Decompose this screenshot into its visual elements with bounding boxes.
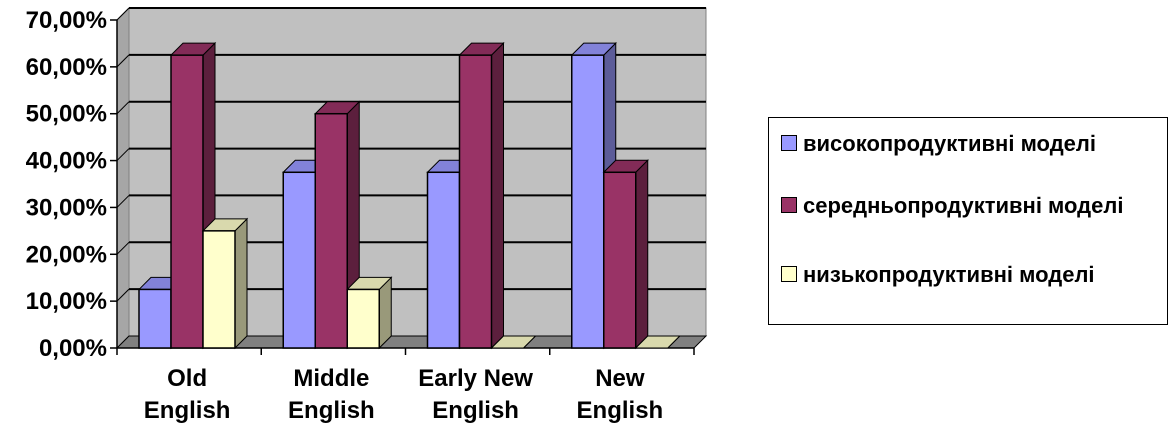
gridline-side [116, 195, 130, 208]
y-tick-label: 10,00% [26, 288, 107, 315]
legend-item-medium: середньопродуктивні моделі [781, 192, 1163, 220]
gridline-side [116, 148, 130, 161]
legend-label-high: високопродуктивні моделі [803, 131, 1096, 156]
bar-side [234, 217, 248, 350]
legend-item-high: високопродуктивні моделі [781, 130, 1163, 158]
bar-chart: 0,00% 10,00% 20,00% 30,00% 40,00% 50,00% 60,00… [26, 6, 708, 423]
bar [603, 171, 637, 349]
gridline-side [116, 54, 130, 68]
x-category-label: English [144, 397, 231, 423]
y-tick-label: 0,00% [39, 335, 107, 362]
legend-swatch-high [781, 135, 797, 151]
y-tick-label: 40,00% [26, 148, 107, 175]
legend-swatch-medium [781, 197, 797, 213]
x-category-label: Old [167, 365, 207, 392]
x-category-label: Middle [293, 365, 369, 392]
bar [138, 288, 172, 349]
bar [426, 171, 461, 349]
legend-item-low: низькопродуктивні моделі [781, 261, 1163, 289]
bar [282, 171, 316, 349]
bar-top [490, 335, 537, 349]
chart-side-wall [116, 6, 130, 350]
legend-swatch-low [781, 266, 797, 282]
gridline-side [116, 101, 130, 115]
bar [314, 112, 348, 349]
bar [170, 54, 204, 349]
bar-top [634, 335, 681, 349]
bar [458, 54, 493, 349]
x-category-label: English [288, 397, 375, 423]
y-tick-label: 20,00% [26, 241, 107, 268]
legend-label-medium: середньопродуктивні моделі [803, 193, 1124, 218]
gridline-side [116, 288, 130, 302]
bar [346, 288, 380, 349]
y-tick-label: 70,00% [26, 7, 107, 34]
x-category-label: English [432, 397, 519, 423]
bar [202, 230, 236, 349]
gridline-side [116, 241, 130, 255]
y-tick-label: 60,00% [26, 54, 107, 81]
bar-side [635, 159, 649, 350]
chart-legend: високопродуктивні моделі середньопродукт… [768, 117, 1168, 325]
gridline-side [116, 7, 130, 21]
bar [571, 54, 605, 349]
y-tick-label: 50,00% [26, 101, 107, 128]
legend-label-low: низькопродуктивні моделі [803, 262, 1095, 287]
y-tick-label: 30,00% [26, 194, 107, 221]
x-category-label: Early New [418, 365, 533, 392]
x-category-label: English [577, 397, 664, 423]
x-category-label: New [595, 365, 645, 392]
bar-side [491, 41, 504, 350]
